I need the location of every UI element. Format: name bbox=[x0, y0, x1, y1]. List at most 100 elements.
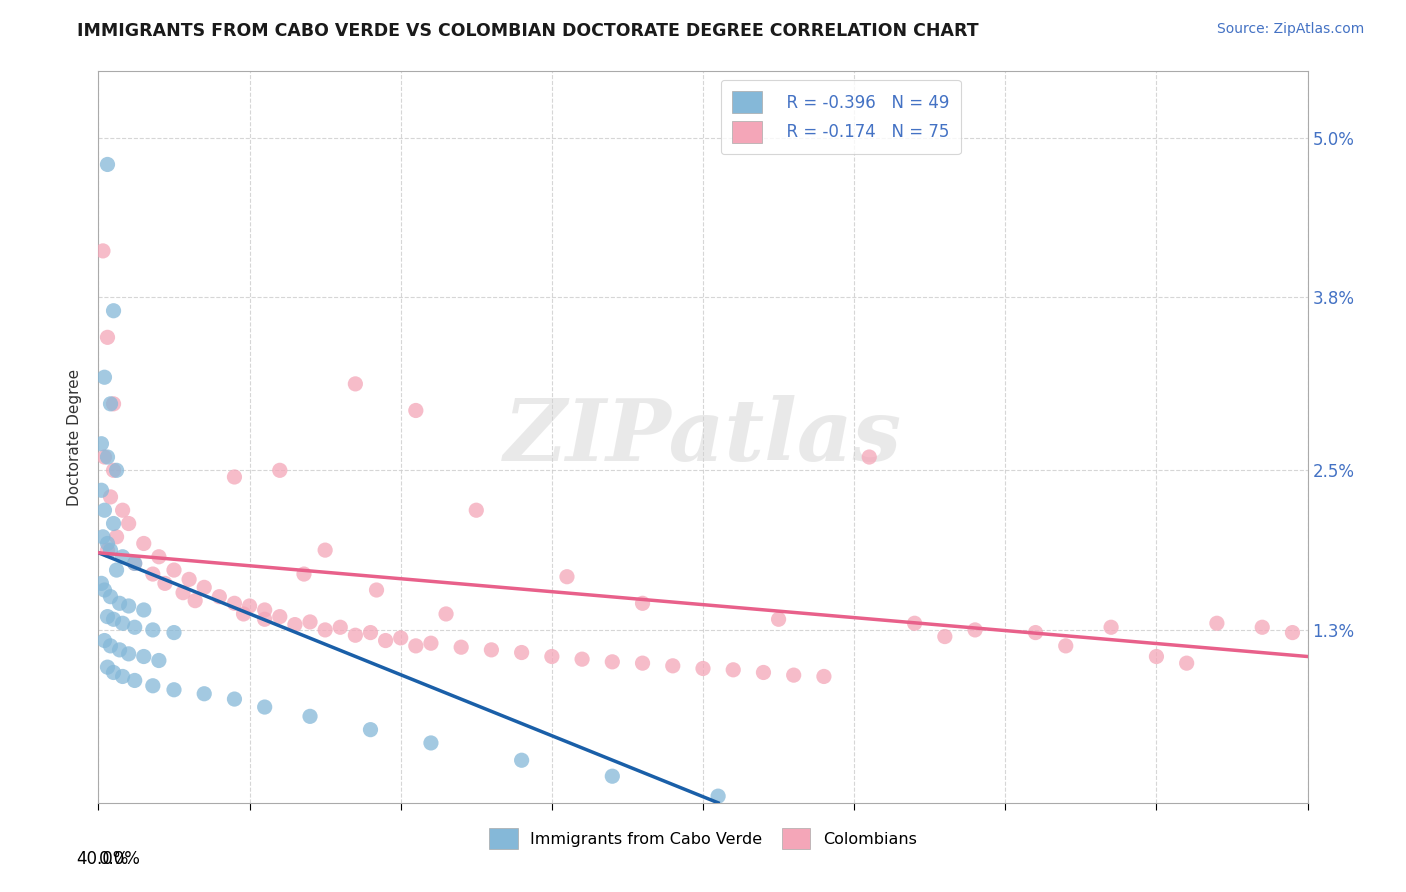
Point bbox=[172, 585, 194, 599]
Point bbox=[239, 599, 262, 613]
Point bbox=[434, 607, 457, 621]
Point bbox=[118, 647, 141, 661]
Point bbox=[360, 723, 382, 737]
Point bbox=[111, 503, 134, 517]
Point bbox=[103, 303, 125, 318]
Point bbox=[96, 157, 118, 171]
Point bbox=[224, 596, 246, 610]
Point bbox=[540, 649, 562, 664]
Point bbox=[124, 557, 146, 571]
Point bbox=[142, 679, 165, 693]
Point bbox=[299, 615, 322, 629]
Point bbox=[1281, 625, 1303, 640]
Point bbox=[661, 658, 683, 673]
Point bbox=[163, 682, 186, 697]
Point bbox=[723, 663, 745, 677]
Legend: Immigrants from Cabo Verde, Colombians: Immigrants from Cabo Verde, Colombians bbox=[481, 821, 925, 857]
Point bbox=[90, 483, 112, 498]
Point bbox=[184, 593, 207, 607]
Point bbox=[142, 623, 165, 637]
Point bbox=[193, 687, 215, 701]
Point bbox=[103, 463, 125, 477]
Point bbox=[768, 612, 790, 626]
Point bbox=[858, 450, 880, 464]
Point bbox=[232, 607, 254, 621]
Point bbox=[344, 376, 367, 391]
Point bbox=[366, 582, 388, 597]
Point bbox=[111, 616, 134, 631]
Text: 0.0%: 0.0% bbox=[98, 850, 141, 868]
Point bbox=[405, 639, 427, 653]
Point bbox=[1251, 620, 1274, 634]
Point bbox=[103, 516, 125, 531]
Point bbox=[105, 463, 128, 477]
Point bbox=[299, 709, 322, 723]
Point bbox=[148, 549, 170, 564]
Point bbox=[124, 673, 146, 688]
Point bbox=[105, 563, 128, 577]
Point bbox=[148, 653, 170, 667]
Point bbox=[571, 652, 593, 666]
Point bbox=[100, 490, 122, 504]
Point bbox=[96, 609, 118, 624]
Point bbox=[100, 397, 122, 411]
Point bbox=[631, 596, 654, 610]
Point bbox=[179, 573, 201, 587]
Point bbox=[96, 543, 118, 558]
Point bbox=[420, 636, 443, 650]
Point bbox=[284, 617, 307, 632]
Point bbox=[405, 403, 427, 417]
Point bbox=[813, 669, 835, 683]
Text: IMMIGRANTS FROM CABO VERDE VS COLOMBIAN DOCTORATE DEGREE CORRELATION CHART: IMMIGRANTS FROM CABO VERDE VS COLOMBIAN … bbox=[77, 22, 979, 40]
Point bbox=[96, 536, 118, 550]
Point bbox=[108, 643, 131, 657]
Point bbox=[132, 649, 155, 664]
Point bbox=[329, 620, 352, 634]
Point bbox=[269, 609, 291, 624]
Point bbox=[208, 590, 231, 604]
Point bbox=[100, 639, 122, 653]
Point bbox=[118, 599, 141, 613]
Point bbox=[1054, 639, 1077, 653]
Y-axis label: Doctorate Degree: Doctorate Degree bbox=[67, 368, 83, 506]
Point bbox=[103, 397, 125, 411]
Point bbox=[132, 536, 155, 550]
Point bbox=[111, 669, 134, 683]
Point bbox=[420, 736, 443, 750]
Point bbox=[124, 620, 146, 634]
Point bbox=[1206, 616, 1229, 631]
Point bbox=[142, 567, 165, 582]
Point bbox=[105, 530, 128, 544]
Point bbox=[269, 463, 291, 477]
Point bbox=[163, 563, 186, 577]
Point bbox=[93, 370, 115, 384]
Point bbox=[555, 570, 578, 584]
Point bbox=[253, 603, 276, 617]
Point bbox=[465, 503, 488, 517]
Point bbox=[253, 700, 276, 714]
Point bbox=[153, 576, 176, 591]
Point bbox=[93, 450, 115, 464]
Point bbox=[783, 668, 806, 682]
Point bbox=[1175, 656, 1198, 670]
Point bbox=[103, 612, 125, 626]
Point bbox=[344, 628, 367, 642]
Point bbox=[253, 612, 276, 626]
Point bbox=[93, 503, 115, 517]
Point bbox=[389, 631, 412, 645]
Point bbox=[965, 623, 987, 637]
Point bbox=[132, 603, 155, 617]
Point bbox=[224, 692, 246, 706]
Point bbox=[163, 625, 186, 640]
Point bbox=[374, 633, 396, 648]
Text: ZIPatlas: ZIPatlas bbox=[503, 395, 903, 479]
Point bbox=[91, 244, 114, 258]
Point bbox=[118, 516, 141, 531]
Point bbox=[631, 656, 654, 670]
Point bbox=[904, 616, 927, 631]
Point bbox=[224, 470, 246, 484]
Text: Source: ZipAtlas.com: Source: ZipAtlas.com bbox=[1216, 22, 1364, 37]
Point bbox=[692, 661, 714, 675]
Point bbox=[450, 640, 472, 655]
Point bbox=[96, 660, 118, 674]
